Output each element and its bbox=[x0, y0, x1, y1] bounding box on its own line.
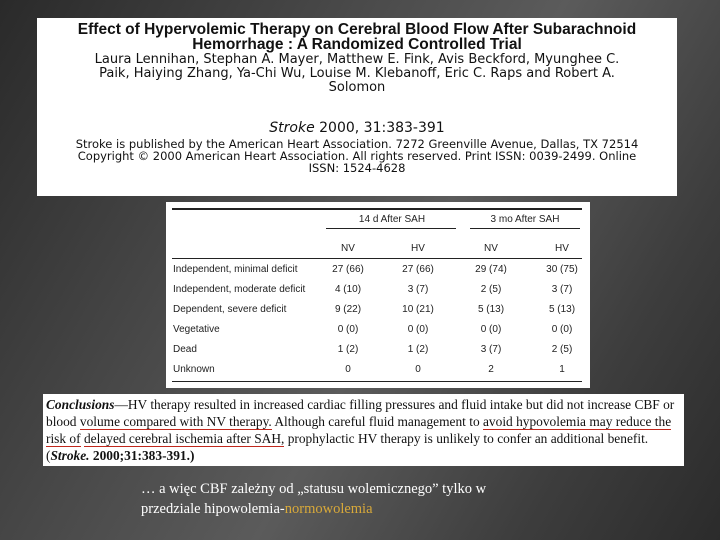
row-value: 9 (22) bbox=[334, 304, 362, 315]
row-value: 1 bbox=[559, 364, 565, 375]
caption-highlight: normowolemia bbox=[284, 501, 373, 517]
conclusions-panel: Conclusions—HV therapy resulted in incre… bbox=[43, 394, 684, 466]
conclusions-text: Although careful fluid management to bbox=[271, 414, 483, 429]
group-header-3mo: 3 mo After SAH bbox=[490, 214, 560, 225]
row-value: 0 (0) bbox=[480, 324, 502, 335]
conclusions-text: —HV therapy resulted in increased cardia… bbox=[46, 397, 675, 429]
group-header-14d: 14 d After SAH bbox=[358, 214, 426, 225]
title-line-2: Hemorrhage : A Randomized Controlled Tri… bbox=[192, 36, 522, 53]
row-value: 2 (5) bbox=[480, 284, 502, 295]
sub-header-nv-3mo: NV bbox=[484, 243, 498, 254]
table-top-rule bbox=[172, 208, 582, 210]
row-value: 0 (0) bbox=[551, 324, 573, 335]
row-value: 0 bbox=[415, 364, 421, 375]
row-label: Independent, moderate deficit bbox=[173, 284, 306, 295]
row-value: 2 bbox=[488, 364, 494, 375]
row-value: 29 (74) bbox=[475, 264, 507, 275]
row-value: 0 (0) bbox=[407, 324, 429, 335]
citation-panel: Effect of Hypervolemic Therapy on Cerebr… bbox=[37, 18, 677, 196]
table-bottom-rule bbox=[172, 381, 582, 382]
row-value: 30 (75) bbox=[546, 264, 578, 275]
conclusions-journal: Stroke. bbox=[50, 448, 90, 463]
conclusions-label: Conclusions bbox=[46, 397, 115, 412]
article-authors: Laura Lennihan, Stephan A. Mayer, Matthe… bbox=[37, 53, 677, 95]
underlined-finding: volume compared with NV therapy. bbox=[79, 414, 272, 430]
table-header-rule bbox=[172, 258, 582, 259]
authors-line-3: Solomon bbox=[328, 80, 386, 95]
row-label: Independent, minimal deficit bbox=[173, 264, 298, 275]
underlined-finding: delayed cerebral ischemia after SAH, bbox=[83, 431, 285, 447]
publisher-line-1: Stroke is published by the American Hear… bbox=[75, 137, 639, 151]
group-rule-3mo bbox=[470, 228, 580, 229]
journal-name: Stroke bbox=[269, 120, 315, 136]
slide-caption: … a więc CBF zależny od „statusu wolemic… bbox=[141, 479, 611, 519]
publisher-info: Stroke is published by the American Hear… bbox=[37, 138, 677, 174]
publisher-line-3: ISSN: 1524-4628 bbox=[308, 161, 406, 175]
row-value: 3 (7) bbox=[551, 284, 573, 295]
row-value: 1 (2) bbox=[407, 344, 429, 355]
row-value: 3 (7) bbox=[407, 284, 429, 295]
row-value: 4 (10) bbox=[334, 284, 362, 295]
publisher-line-2: Copyright © 2000 American Heart Associat… bbox=[77, 149, 637, 163]
row-value: 1 (2) bbox=[337, 344, 359, 355]
row-label: Unknown bbox=[173, 364, 215, 375]
caption-line-1: … a więc CBF zależny od „statusu wolemic… bbox=[141, 481, 487, 497]
row-value: 3 (7) bbox=[480, 344, 502, 355]
row-label: Dead bbox=[173, 344, 197, 355]
title-line-1: Effect of Hypervolemic Therapy on Cerebr… bbox=[77, 21, 637, 38]
row-label: Vegetative bbox=[173, 324, 220, 335]
group-rule-14d bbox=[326, 228, 456, 229]
journal-reference: Stroke 2000, 31:383-391 bbox=[37, 121, 677, 136]
article-title: Effect of Hypervolemic Therapy on Cerebr… bbox=[37, 21, 677, 53]
conclusions-reference: 2000;31:383-391.) bbox=[92, 448, 195, 463]
row-value: 5 (13) bbox=[477, 304, 505, 315]
row-value: 27 (66) bbox=[402, 264, 434, 275]
sub-header-nv-14d: NV bbox=[341, 243, 355, 254]
row-value: 2 (5) bbox=[551, 344, 573, 355]
outcome-table: 14 d After SAH 3 mo After SAH NV HV NV H… bbox=[166, 202, 590, 388]
authors-line-2: Paik, Haiying Zhang, Ya-Chi Wu, Louise M… bbox=[99, 66, 615, 81]
caption-line-2: przedziale hipowolemia-normowolemia bbox=[141, 499, 611, 519]
authors-line-1: Laura Lennihan, Stephan A. Mayer, Matthe… bbox=[94, 52, 620, 67]
row-value: 0 bbox=[345, 364, 351, 375]
row-label: Dependent, severe deficit bbox=[173, 304, 287, 315]
row-value: 0 (0) bbox=[337, 324, 359, 335]
underlined-finding: avoid hypovolemia may reduce the risk of bbox=[46, 414, 672, 447]
conclusions-text: prophylactic HV therapy is unlikely to c… bbox=[46, 431, 649, 463]
row-value: 10 (21) bbox=[402, 304, 434, 315]
sub-header-hv-14d: HV bbox=[411, 243, 425, 254]
row-value: 27 (66) bbox=[332, 264, 364, 275]
row-value: 5 (13) bbox=[548, 304, 576, 315]
caption-text: przedziale hipowolemia- bbox=[141, 501, 285, 517]
journal-volume: 2000, 31:383-391 bbox=[314, 120, 445, 136]
sub-header-hv-3mo: HV bbox=[555, 243, 569, 254]
